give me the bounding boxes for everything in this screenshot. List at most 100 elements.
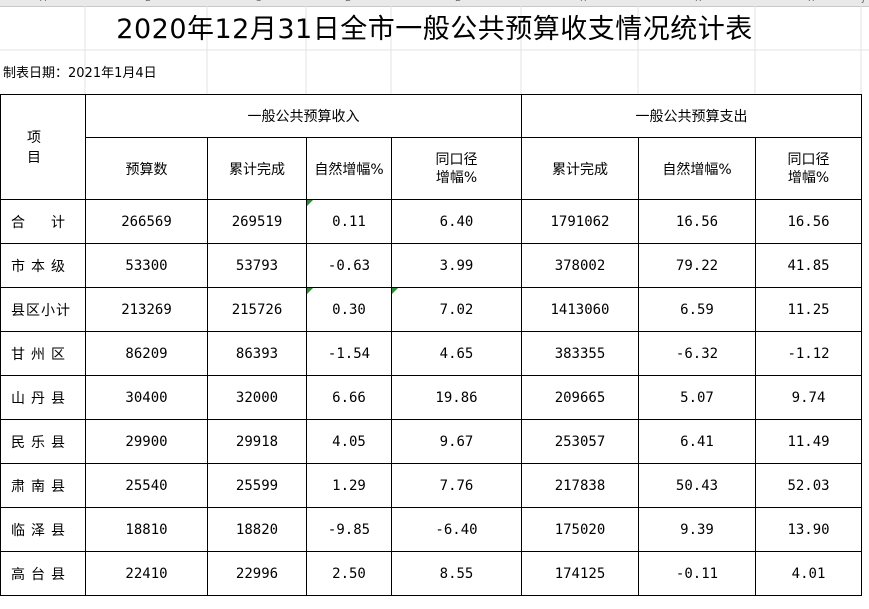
- row-name[interactable]: 高台县: [0, 551, 86, 596]
- income-natural-cell[interactable]: 4.05: [306, 419, 392, 464]
- expense-natural-cell[interactable]: -0.11: [638, 551, 756, 596]
- income-natural-cell[interactable]: 0.11: [306, 199, 392, 244]
- row-name[interactable]: 山丹县: [0, 375, 86, 420]
- expense-done-cell[interactable]: 209665: [521, 375, 639, 420]
- income-same-basis-cell[interactable]: 7.02: [391, 287, 522, 332]
- income-group-header: 一般公共预算收入: [85, 94, 522, 138]
- row-name[interactable]: 民乐县: [0, 419, 86, 464]
- column-letter: C: [255, 0, 261, 4]
- expense-same-basis-cell[interactable]: 13.90: [754, 507, 863, 552]
- income-done-cell[interactable]: 86393: [207, 331, 307, 376]
- budget-table: 项 目 一般公共预算收入 一般公共预算支出 预算数 累计完成 自然增幅% 同口径…: [0, 94, 863, 596]
- expense-natural-cell[interactable]: 50.43: [638, 463, 756, 508]
- income-budget-cell[interactable]: 266569: [85, 199, 208, 244]
- expense-natural-cell[interactable]: 6.59: [638, 287, 756, 332]
- expense-same-basis-cell[interactable]: 4.01: [754, 551, 863, 596]
- column-letter: R: [580, 0, 586, 4]
- income-same-basis-cell[interactable]: 8.55: [391, 551, 522, 596]
- expense-done-cell[interactable]: 1791062: [521, 199, 639, 244]
- expense-group-header: 一般公共预算支出: [520, 94, 863, 138]
- table-row: 民乐县 29900 29918 4.05 9.67 253057 6.41 11…: [0, 419, 863, 464]
- table-row: 合 计 266569 269519 0.11 6.40 1791062 16.5…: [0, 199, 863, 244]
- expense-natural-cell[interactable]: 9.39: [638, 507, 756, 552]
- column-letter: E: [345, 0, 351, 4]
- income-natural-cell[interactable]: 1.29: [306, 463, 392, 508]
- expense-same-basis-cell[interactable]: -1.12: [754, 331, 863, 376]
- expense-done-header: 累计完成: [521, 137, 639, 200]
- column-letter: E: [455, 0, 461, 4]
- income-budget-cell[interactable]: 53300: [85, 243, 208, 288]
- expense-done-cell[interactable]: 217838: [521, 463, 639, 508]
- income-done-cell[interactable]: 25599: [207, 463, 307, 508]
- income-done-cell[interactable]: 29918: [207, 419, 307, 464]
- expense-done-cell[interactable]: 253057: [521, 419, 639, 464]
- income-natural-growth-header: 自然增幅%: [306, 137, 392, 200]
- income-budget-cell[interactable]: 86209: [85, 331, 208, 376]
- row-name[interactable]: 甘州区: [0, 331, 86, 376]
- expense-same-basis-cell[interactable]: 52.03: [754, 463, 863, 508]
- expense-same-basis-header-line1: 同口径: [787, 151, 830, 168]
- income-budget-cell[interactable]: 25540: [85, 463, 208, 508]
- income-natural-cell[interactable]: 6.66: [306, 375, 392, 420]
- income-same-basis-cell[interactable]: -6.40: [391, 507, 522, 552]
- income-done-cell[interactable]: 22996: [207, 551, 307, 596]
- row-name[interactable]: 合 计: [0, 199, 86, 244]
- income-budget-cell[interactable]: 18810: [85, 507, 208, 552]
- expense-natural-cell[interactable]: 5.07: [638, 375, 756, 420]
- income-done-cell[interactable]: 269519: [207, 199, 307, 244]
- expense-natural-cell[interactable]: -6.32: [638, 331, 756, 376]
- expense-natural-cell[interactable]: 16.56: [638, 199, 756, 244]
- expense-same-basis-cell[interactable]: 11.25: [754, 287, 863, 332]
- expense-same-basis-cell[interactable]: 11.49: [754, 419, 863, 464]
- income-natural-cell[interactable]: 0.30: [306, 287, 392, 332]
- income-same-basis-header-line2: 增幅%: [435, 169, 478, 186]
- income-budget-cell[interactable]: 22410: [85, 551, 208, 596]
- income-same-basis-cell[interactable]: 6.40: [391, 199, 522, 244]
- income-same-basis-cell[interactable]: 3.99: [391, 243, 522, 288]
- income-budget-cell[interactable]: 30400: [85, 375, 208, 420]
- expense-same-basis-cell[interactable]: 41.85: [754, 243, 863, 288]
- income-natural-cell[interactable]: -9.85: [306, 507, 392, 552]
- income-budget-cell[interactable]: 213269: [85, 287, 208, 332]
- income-done-cell[interactable]: 32000: [207, 375, 307, 420]
- expense-natural-cell[interactable]: 6.41: [638, 419, 756, 464]
- income-done-cell[interactable]: 215726: [207, 287, 307, 332]
- income-same-basis-cell[interactable]: 4.65: [391, 331, 522, 376]
- expense-done-cell[interactable]: 378002: [521, 243, 639, 288]
- expense-natural-growth-header: 自然增幅%: [638, 137, 756, 200]
- expense-same-basis-header: 同口径 增幅%: [754, 137, 863, 200]
- row-name[interactable]: 市本级: [0, 243, 86, 288]
- row-name[interactable]: 县区小计: [0, 287, 86, 332]
- table-row: 甘州区 86209 86393 -1.54 4.65 383355 -6.32 …: [0, 331, 863, 376]
- expense-done-cell[interactable]: 383355: [521, 331, 639, 376]
- expense-same-basis-cell[interactable]: 9.74: [754, 375, 863, 420]
- report-title: 2020年12月31日全市一般公共预算收支情况统计表: [116, 14, 753, 45]
- table-row: 山丹县 30400 32000 6.66 19.86 209665 5.07 9…: [0, 375, 863, 420]
- income-same-basis-header: 同口径 增幅%: [391, 137, 522, 200]
- report-date: 制表日期：2021年1月4日: [3, 66, 157, 81]
- expense-done-cell[interactable]: 1413060: [521, 287, 639, 332]
- table-row: 高台县 22410 22996 2.50 8.55 174125 -0.11 4…: [0, 551, 863, 596]
- expense-same-basis-header-line2: 增幅%: [787, 169, 830, 186]
- expense-done-cell[interactable]: 174125: [521, 551, 639, 596]
- expense-same-basis-cell[interactable]: 16.56: [754, 199, 863, 244]
- column-header-strip: ABCEERRRJ: [0, 0, 869, 7]
- income-same-basis-cell[interactable]: 7.76: [391, 463, 522, 508]
- income-done-cell[interactable]: 53793: [207, 243, 307, 288]
- table-row: 肃南县 25540 25599 1.29 7.76 217838 50.43 5…: [0, 463, 863, 508]
- column-letter: R: [808, 0, 814, 4]
- row-name[interactable]: 临泽县: [0, 507, 86, 552]
- expense-natural-cell[interactable]: 79.22: [638, 243, 756, 288]
- income-natural-cell[interactable]: -1.54: [306, 331, 392, 376]
- income-same-basis-header-line1: 同口径: [435, 151, 478, 168]
- row-name[interactable]: 肃南县: [0, 463, 86, 508]
- income-natural-cell[interactable]: 2.50: [306, 551, 392, 596]
- income-same-basis-cell[interactable]: 19.86: [391, 375, 522, 420]
- income-natural-cell[interactable]: -0.63: [306, 243, 392, 288]
- income-budget-cell[interactable]: 29900: [85, 419, 208, 464]
- expense-done-cell[interactable]: 175020: [521, 507, 639, 552]
- income-done-cell[interactable]: 18820: [207, 507, 307, 552]
- income-same-basis-cell[interactable]: 9.67: [391, 419, 522, 464]
- table-row: 临泽县 18810 18820 -9.85 -6.40 175020 9.39 …: [0, 507, 863, 552]
- column-letter: R: [695, 0, 701, 4]
